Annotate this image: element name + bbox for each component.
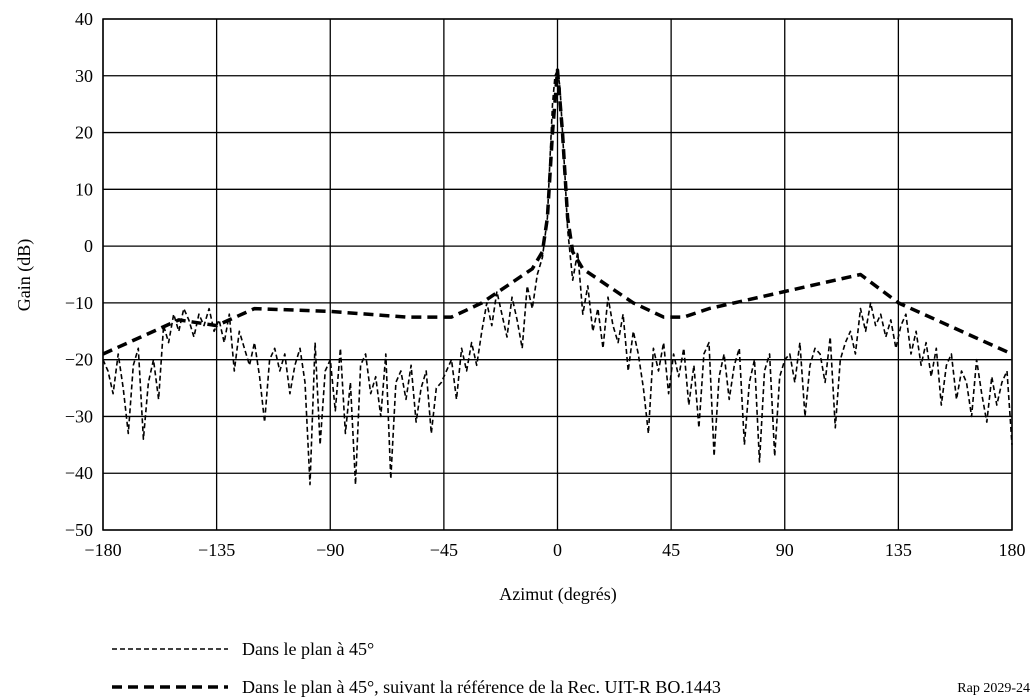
legend-label-series-2: Dans le plan à 45°, suivant la référence… — [242, 677, 721, 697]
x-tick-label: 0 — [553, 540, 562, 560]
legend-label-series-1: Dans le plan à 45° — [242, 639, 374, 659]
x-axis-title: Azimut (degrés) — [499, 584, 616, 605]
series-line-1 — [102, 69, 1013, 486]
x-tick-label: 90 — [776, 540, 794, 560]
y-tick-label: −30 — [65, 406, 93, 426]
figure-code: Rap 2029-24 — [957, 681, 1030, 696]
x-tick-label: −45 — [430, 540, 458, 560]
legend: Dans le plan à 45° Dans le plan à 45°, s… — [112, 639, 721, 697]
y-tick-label: 10 — [75, 179, 93, 199]
y-axis-title: Gain (dB) — [14, 239, 35, 311]
x-tick-label: 135 — [885, 540, 912, 560]
y-tick-label: −20 — [65, 350, 93, 370]
y-tick-label: −40 — [65, 463, 93, 483]
grid-lines — [102, 18, 1013, 531]
y-tick-label: 20 — [75, 123, 93, 143]
tick-labels: −180 −135 −90 −45 0 45 90 135 180 −50 −40 −30 −20 −10… — [65, 9, 1026, 560]
x-tick-label: −90 — [316, 540, 344, 560]
x-tick-label: −180 — [84, 540, 121, 560]
y-tick-label: 0 — [84, 236, 93, 256]
y-tick-label: 40 — [75, 9, 93, 29]
x-tick-label: 45 — [662, 540, 680, 560]
series-line-2 — [102, 68, 1013, 356]
x-tick-label: 180 — [999, 540, 1026, 560]
y-tick-label: −50 — [65, 520, 93, 540]
y-tick-label: 30 — [75, 66, 93, 86]
x-tick-label: −135 — [198, 540, 235, 560]
series-layer — [102, 68, 1013, 486]
plot-frame — [102, 18, 1013, 531]
y-tick-label: −10 — [65, 293, 93, 313]
